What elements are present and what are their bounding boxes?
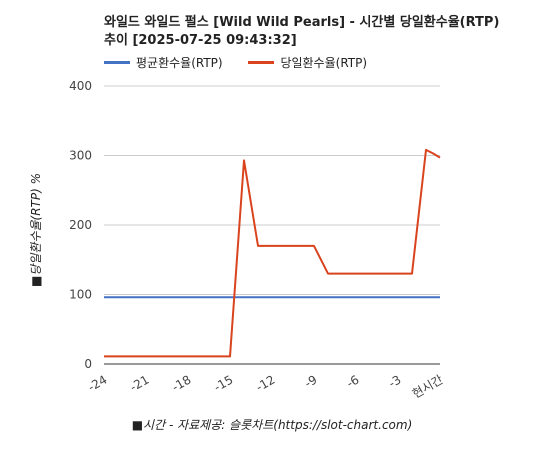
x-tick-label: -18 [170, 372, 194, 394]
x-tick-label: -12 [254, 372, 278, 394]
legend-swatch-average [104, 61, 130, 64]
series-line-daily [104, 148, 441, 358]
y-axis-label: ■당일환수율(RTP) % [29, 173, 43, 287]
legend: 평균환수율(RTP) 당일환수율(RTP) [104, 53, 389, 71]
x-tick-label: -15 [212, 372, 236, 394]
legend-swatch-daily [248, 61, 275, 64]
y-tick-label: 300 [69, 149, 92, 163]
y-tick-label: 100 [69, 288, 92, 302]
x-tick-label: -9 [302, 372, 319, 390]
y-tick-label: 200 [69, 218, 92, 232]
x-tick-label: 현시간 [410, 372, 446, 401]
source-caption: ■시간 - 자료제공: 슬롯차트(https://slot-chart.com) [131, 418, 413, 432]
x-tick-label: -3 [386, 372, 403, 390]
x-tick-label: -24 [86, 372, 110, 394]
chart-title: 와일드 와일드 펄스 [Wild Wild Pearls] - 시간별 당일환수… [104, 14, 524, 50]
x-tick-label: -21 [128, 372, 152, 394]
y-tick-label: 0 [84, 357, 92, 371]
legend-label-average: 평균환수율(RTP) [136, 56, 223, 70]
legend-item-average[interactable]: 평균환수율(RTP) [104, 54, 223, 71]
chart-title-line-2: 추이 [2025-07-25 09:43:32] [104, 33, 297, 48]
legend-item-daily[interactable]: 당일환수율(RTP) [248, 54, 367, 71]
chart-title-line-1: 와일드 와일드 펄스 [Wild Wild Pearls] - 시간별 당일환수… [104, 15, 500, 30]
x-tick-label: -6 [344, 372, 361, 390]
y-tick-label: 400 [69, 79, 92, 93]
legend-label-daily: 당일환수율(RTP) [280, 56, 368, 70]
